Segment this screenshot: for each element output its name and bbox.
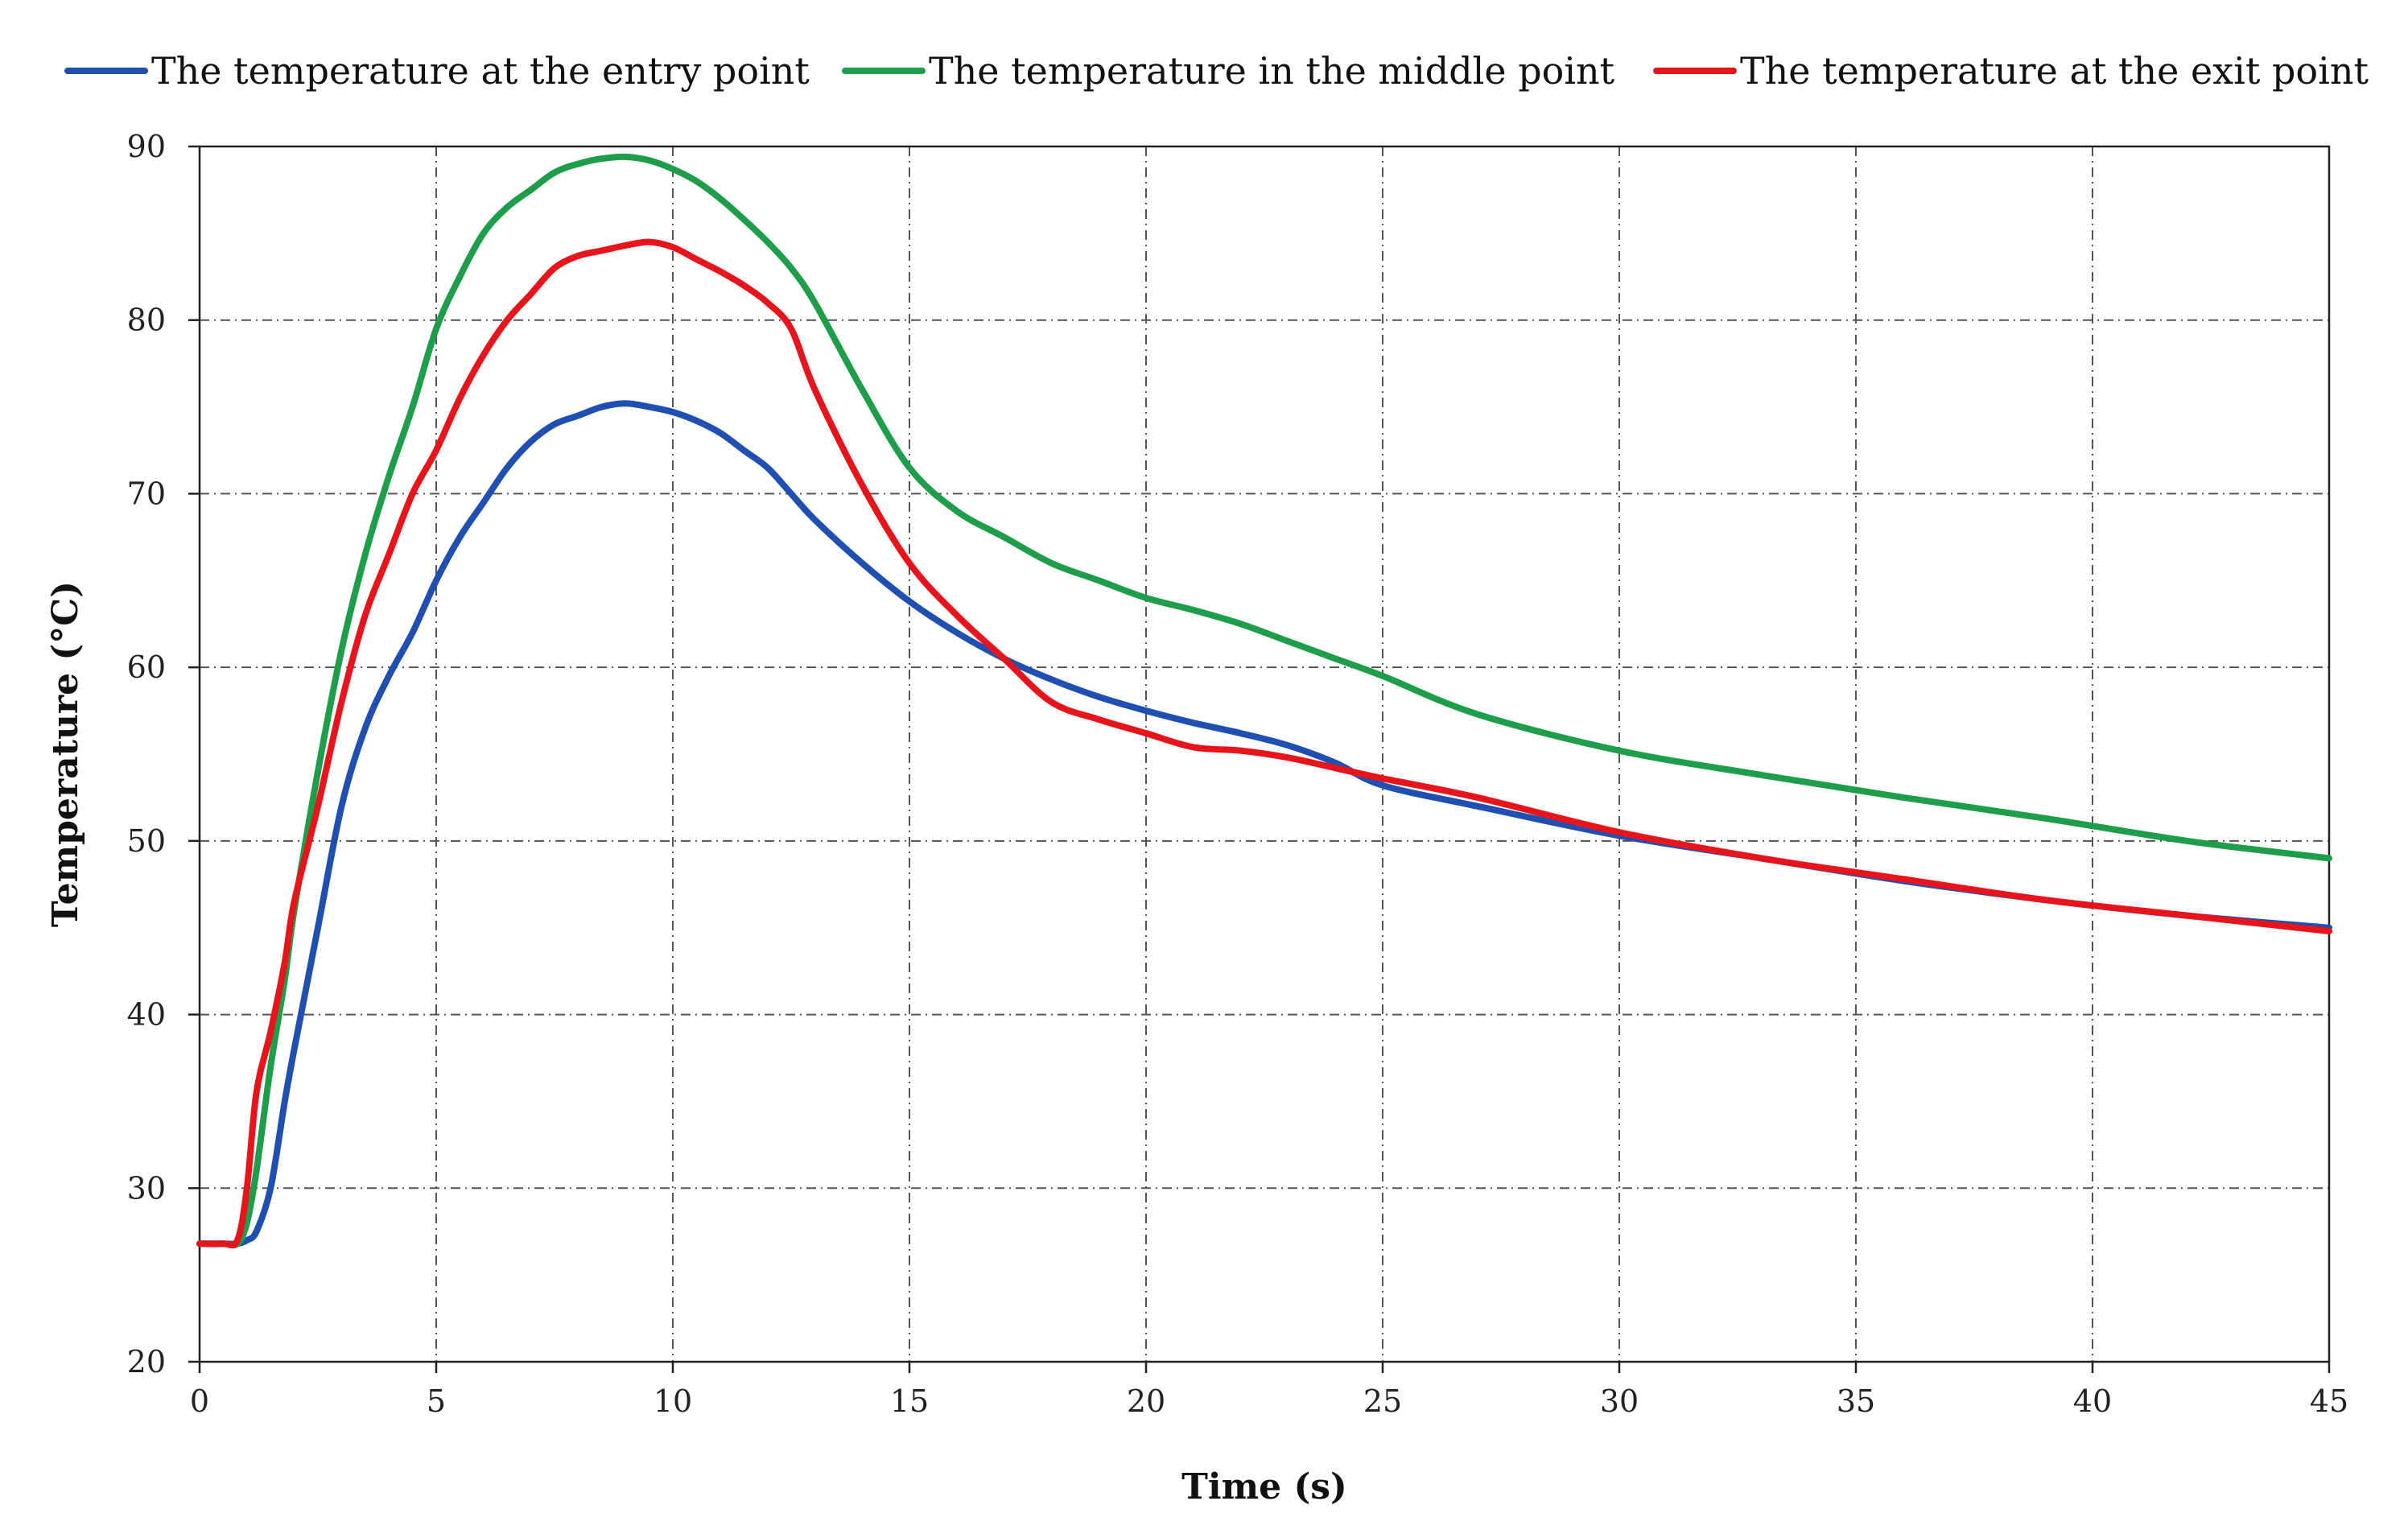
legend-label: The temperature at the exit point [1740, 49, 2369, 93]
x-tick-label: 30 [1600, 1383, 1639, 1419]
y-tick-label: 50 [127, 823, 166, 859]
y-tick-label: 30 [127, 1170, 166, 1206]
x-axis-ticks: 0 5 10 15 20 25 30 35 40 45 [190, 1362, 2348, 1419]
series-entry-point-line [196, 400, 2332, 1247]
y-tick-label: 20 [127, 1344, 166, 1379]
series-lines [196, 153, 2332, 1249]
grid [200, 146, 2329, 1362]
x-axis-title: Time (s) [1181, 1466, 1347, 1507]
x-tick-label: 20 [1127, 1383, 1165, 1419]
plot-frame [198, 145, 2331, 1363]
legend-item: The temperature in the middle point [842, 49, 1615, 93]
legend-item: The temperature at the exit point [1653, 49, 2369, 93]
y-tick-label: 40 [127, 997, 166, 1033]
x-tick-label: 0 [190, 1383, 209, 1419]
legend-item: The temperature at the entry point [64, 49, 810, 93]
y-axis-ticks: 20 30 40 50 60 70 80 90 [127, 129, 200, 1379]
legend: The temperature at the entry point The te… [64, 49, 2369, 93]
series-exit-point-line [196, 238, 2332, 1249]
legend-label: The temperature in the middle point [929, 49, 1615, 93]
legend-label: The temperature at the entry point [151, 49, 810, 93]
x-tick-label: 10 [654, 1383, 692, 1419]
x-tick-label: 35 [1837, 1383, 1875, 1419]
x-tick-label: 15 [890, 1383, 929, 1419]
x-tick-label: 5 [427, 1383, 446, 1419]
y-tick-label: 70 [127, 476, 166, 511]
y-axis-title: Temperature (°C) [45, 581, 86, 927]
y-tick-label: 90 [127, 129, 166, 164]
y-tick-label: 80 [127, 303, 166, 338]
series-middle-point-line [196, 153, 2332, 1249]
x-tick-label: 25 [1363, 1383, 1402, 1419]
x-tick-label: 45 [2310, 1383, 2348, 1419]
x-tick-label: 40 [2073, 1383, 2112, 1419]
y-tick-label: 60 [127, 649, 166, 685]
